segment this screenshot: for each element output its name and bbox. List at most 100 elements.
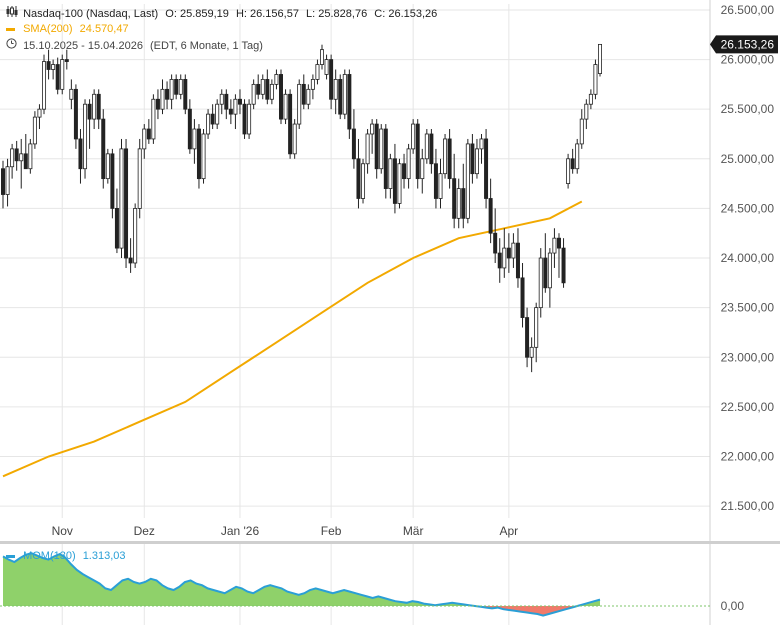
candle-down bbox=[114, 208, 119, 249]
candle-up bbox=[538, 257, 543, 309]
candle-up bbox=[51, 64, 56, 70]
candle-up bbox=[119, 148, 124, 249]
candle-up bbox=[438, 173, 443, 199]
candle-up bbox=[324, 59, 329, 75]
candle-up bbox=[251, 83, 256, 105]
candle-up bbox=[206, 113, 211, 135]
candle-down bbox=[447, 138, 452, 180]
x-tick-label: Dez bbox=[134, 524, 155, 538]
candle-up bbox=[69, 88, 74, 100]
candle-down bbox=[183, 79, 188, 110]
y-tick-label: 26.000,00 bbox=[721, 53, 775, 67]
y-tick-label: 23.000,00 bbox=[721, 350, 775, 364]
candle-down bbox=[55, 64, 60, 90]
candle-down bbox=[392, 158, 397, 204]
close-label: C: bbox=[374, 8, 386, 20]
candle-up bbox=[5, 166, 10, 195]
momentum-legend[interactable]: MOM(130) 1.313,03 bbox=[6, 550, 126, 562]
range-settings: (EDT, 6 Monate, 1 Tag) bbox=[150, 40, 263, 52]
candle-down bbox=[256, 83, 261, 95]
low-label: L: bbox=[306, 8, 316, 20]
candle-down bbox=[265, 79, 270, 100]
sma-series-line bbox=[2, 200, 583, 478]
candle-down bbox=[224, 93, 229, 110]
date-range-info[interactable]: 15.10.2025 - 15.04.2026 (EDT, 6 Monate, … bbox=[6, 38, 263, 53]
candle-up bbox=[547, 252, 552, 289]
y-tick-label: 22.500,00 bbox=[721, 400, 775, 414]
candle-down bbox=[561, 247, 566, 284]
candle-down bbox=[525, 317, 530, 358]
candle-down bbox=[556, 237, 561, 249]
candle-up bbox=[502, 247, 507, 269]
candle-down bbox=[46, 61, 51, 70]
candle-up bbox=[42, 61, 47, 110]
candle-down bbox=[433, 163, 438, 199]
candle-down bbox=[174, 79, 179, 95]
candle-down bbox=[493, 232, 498, 254]
candle-down bbox=[520, 277, 525, 318]
instrument-header: Nasdaq-100 (Nasdaq, Last) O: 25.859,19 H… bbox=[6, 6, 437, 21]
candle-down bbox=[488, 198, 493, 234]
candle-up bbox=[160, 88, 165, 110]
candle-up bbox=[10, 148, 15, 168]
candle-up bbox=[151, 98, 156, 140]
gridlines bbox=[0, 4, 710, 625]
candle-down bbox=[329, 59, 334, 100]
sma-legend[interactable]: SMA(200) 24.570,47 bbox=[6, 22, 129, 36]
close-value: 26.153,26 bbox=[388, 8, 438, 20]
momentum-line bbox=[2, 552, 601, 617]
open-value: 25.859,19 bbox=[179, 8, 229, 20]
last-price-tag-label: 26.153,26 bbox=[721, 37, 775, 51]
candle-up bbox=[365, 133, 370, 165]
candle-up bbox=[575, 143, 580, 170]
y-tick-label: 24.000,00 bbox=[721, 251, 775, 265]
candle-down bbox=[124, 148, 129, 259]
candle-down bbox=[452, 178, 457, 219]
last-price-tag[interactable]: 26.153,26 bbox=[710, 35, 778, 54]
candle-down bbox=[96, 93, 101, 120]
instrument-name[interactable]: Nasdaq-100 (Nasdaq, Last) bbox=[23, 8, 159, 20]
candle-up bbox=[479, 138, 484, 150]
candle-up bbox=[406, 148, 411, 180]
candle-down bbox=[278, 74, 283, 120]
candle-down bbox=[543, 257, 548, 289]
candle-down bbox=[196, 128, 201, 180]
candle-up bbox=[598, 43, 602, 74]
panel-separator bbox=[0, 541, 780, 544]
sma-label: SMA(200) bbox=[23, 23, 73, 35]
clock-icon bbox=[6, 38, 20, 53]
candle-up bbox=[379, 128, 384, 170]
candle-up bbox=[297, 83, 302, 125]
line-swatch-icon bbox=[6, 554, 15, 558]
x-tick-label: Mär bbox=[403, 524, 424, 538]
candle-up bbox=[420, 158, 425, 180]
candle-down bbox=[374, 123, 379, 170]
candle-up bbox=[83, 103, 88, 170]
candle-up bbox=[169, 79, 174, 100]
y-tick-label: 22.000,00 bbox=[721, 449, 775, 463]
candle-up bbox=[192, 128, 197, 150]
candle-up bbox=[219, 93, 224, 105]
momentum-positive-area bbox=[3, 553, 600, 606]
candle-up bbox=[37, 108, 42, 118]
candle-up bbox=[443, 138, 448, 175]
candle-up bbox=[511, 242, 516, 259]
candle-down bbox=[64, 59, 69, 62]
x-tick-label: Jan '26 bbox=[221, 524, 260, 538]
candle-up bbox=[320, 49, 325, 65]
candle-down bbox=[110, 153, 115, 209]
candle-up bbox=[310, 79, 315, 90]
candle-down bbox=[73, 88, 78, 140]
y-tick-label: 21.500,00 bbox=[721, 499, 775, 513]
last-price-tag-bg bbox=[710, 35, 778, 54]
candle-up bbox=[584, 103, 589, 120]
candle-up bbox=[133, 208, 138, 264]
candle-up bbox=[215, 103, 220, 125]
candle-up bbox=[342, 74, 347, 115]
candle-down bbox=[78, 138, 83, 170]
candle-down bbox=[165, 88, 170, 100]
candle-down bbox=[237, 98, 242, 105]
candle-down bbox=[301, 83, 306, 105]
candle-up bbox=[588, 93, 593, 105]
